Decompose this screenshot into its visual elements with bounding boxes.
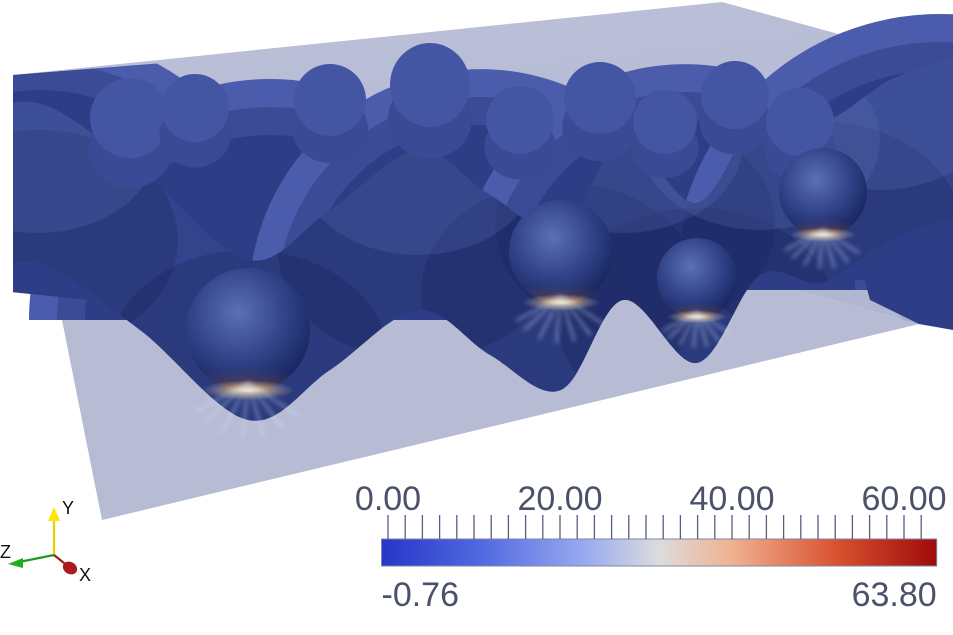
svg-text:Y: Y <box>62 498 74 518</box>
svg-text:Z: Z <box>0 542 11 562</box>
svg-text:0.00: 0.00 <box>355 480 421 518</box>
svg-text:-0.76: -0.76 <box>382 576 460 614</box>
svg-text:X: X <box>79 565 91 585</box>
svg-text:20.00: 20.00 <box>517 480 602 518</box>
svg-text:40.00: 40.00 <box>689 480 774 518</box>
svg-text:60.00: 60.00 <box>861 480 946 518</box>
svg-text:63.80: 63.80 <box>852 576 937 614</box>
